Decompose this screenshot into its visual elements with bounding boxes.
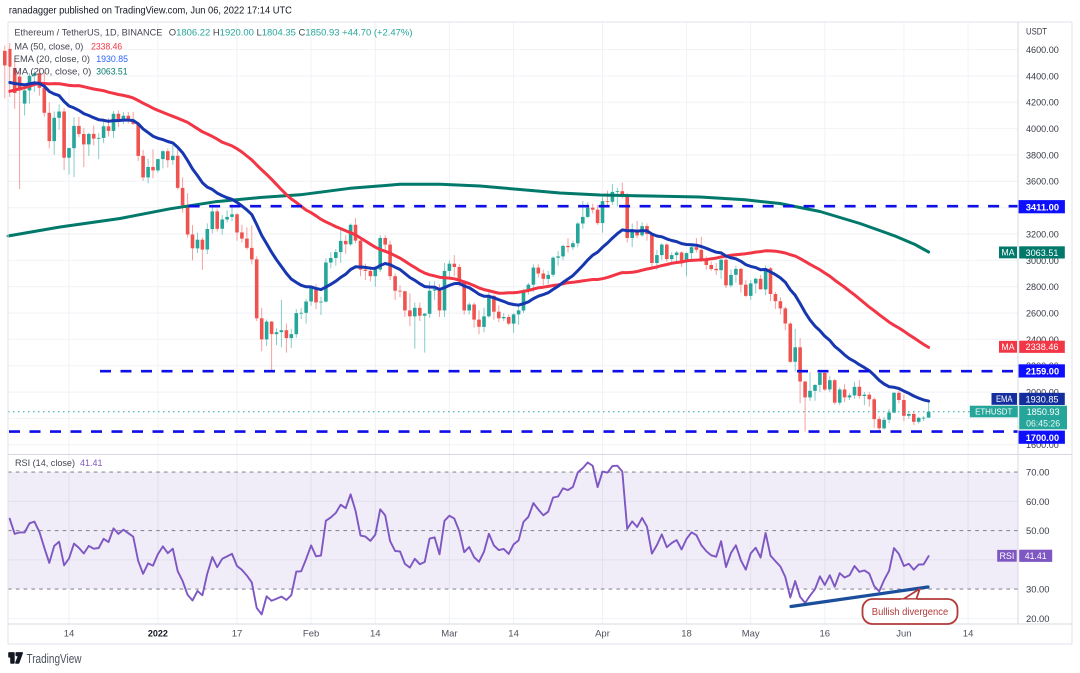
svg-text:EMA (20, close, 0): EMA (20, close, 0) xyxy=(14,54,90,65)
svg-text:2338.46: 2338.46 xyxy=(1026,342,1059,353)
svg-text:14: 14 xyxy=(64,629,75,640)
svg-text:1930.85: 1930.85 xyxy=(1026,394,1059,405)
svg-text:1850.93: 1850.93 xyxy=(1027,407,1060,418)
svg-text:4200.00: 4200.00 xyxy=(1026,98,1059,109)
svg-text:1930.85: 1930.85 xyxy=(96,54,128,65)
svg-text:41.41: 41.41 xyxy=(80,458,103,469)
svg-text:Mar: Mar xyxy=(441,629,457,640)
svg-text:Bullish divergence: Bullish divergence xyxy=(872,607,949,618)
svg-text:4000.00: 4000.00 xyxy=(1026,124,1059,135)
svg-text:2022: 2022 xyxy=(148,629,168,640)
svg-text:Feb: Feb xyxy=(303,629,319,640)
svg-text:MA (50, close, 0): MA (50, close, 0) xyxy=(14,41,83,52)
svg-text:16: 16 xyxy=(820,629,831,640)
svg-text:Jun: Jun xyxy=(896,629,911,640)
svg-text:ETHUSDT: ETHUSDT xyxy=(975,407,1013,417)
svg-text:14: 14 xyxy=(370,629,381,640)
svg-text:1600.00: 1600.00 xyxy=(1026,440,1059,451)
svg-text:3063.51: 3063.51 xyxy=(96,66,127,77)
svg-text:2338.46: 2338.46 xyxy=(91,41,122,52)
svg-text:3800.00: 3800.00 xyxy=(1026,150,1059,161)
svg-text:4400.00: 4400.00 xyxy=(1026,71,1059,82)
svg-text:3000.00: 3000.00 xyxy=(1026,256,1059,267)
svg-text:4600.00: 4600.00 xyxy=(1026,45,1059,56)
svg-text:O1806.22 H1920.00 L1804.35 C18: O1806.22 H1920.00 L1804.35 C1850.93 +44.… xyxy=(169,28,413,39)
svg-text:MA: MA xyxy=(1002,248,1015,258)
svg-text:2400.00: 2400.00 xyxy=(1026,335,1059,346)
svg-text:06:45:26: 06:45:26 xyxy=(1026,418,1060,428)
svg-text:MA (200, close, 0): MA (200, close, 0) xyxy=(14,66,92,77)
svg-text:USDT: USDT xyxy=(1026,27,1047,38)
svg-text:30.00: 30.00 xyxy=(1026,585,1050,596)
svg-text:3063.51: 3063.51 xyxy=(1026,248,1059,259)
svg-text:17: 17 xyxy=(232,629,243,640)
svg-text:2800.00: 2800.00 xyxy=(1026,282,1059,293)
svg-text:1700.00: 1700.00 xyxy=(1026,433,1059,444)
svg-text:MA: MA xyxy=(1002,342,1015,352)
svg-text:2600.00: 2600.00 xyxy=(1026,309,1059,320)
svg-text:14: 14 xyxy=(963,629,974,640)
svg-text:50.00: 50.00 xyxy=(1026,526,1050,537)
svg-text:TradingView: TradingView xyxy=(27,652,83,666)
svg-text:May: May xyxy=(742,629,760,640)
svg-text:Apr: Apr xyxy=(595,629,610,640)
svg-text:3411.00: 3411.00 xyxy=(1026,202,1059,213)
svg-text:20.00: 20.00 xyxy=(1026,614,1050,625)
svg-text:3600.00: 3600.00 xyxy=(1026,177,1059,188)
svg-text:EMA: EMA xyxy=(996,394,1013,404)
svg-text:60.00: 60.00 xyxy=(1026,497,1050,508)
svg-text:2159.00: 2159.00 xyxy=(1026,367,1059,378)
svg-text:RSI: RSI xyxy=(999,551,1014,561)
svg-text:18: 18 xyxy=(681,629,692,640)
svg-text:RSI (14, close): RSI (14, close) xyxy=(15,458,75,469)
svg-text:14: 14 xyxy=(508,629,519,640)
svg-text:41.41: 41.41 xyxy=(1025,551,1047,562)
svg-text:Ethereum / TetherUS, 1D, BINAN: Ethereum / TetherUS, 1D, BINANCE xyxy=(14,28,162,39)
svg-text:70.00: 70.00 xyxy=(1026,468,1050,479)
svg-text:ranadagger published on Tradin: ranadagger published on TradingView.com,… xyxy=(9,5,292,16)
svg-text:3200.00: 3200.00 xyxy=(1026,229,1059,240)
